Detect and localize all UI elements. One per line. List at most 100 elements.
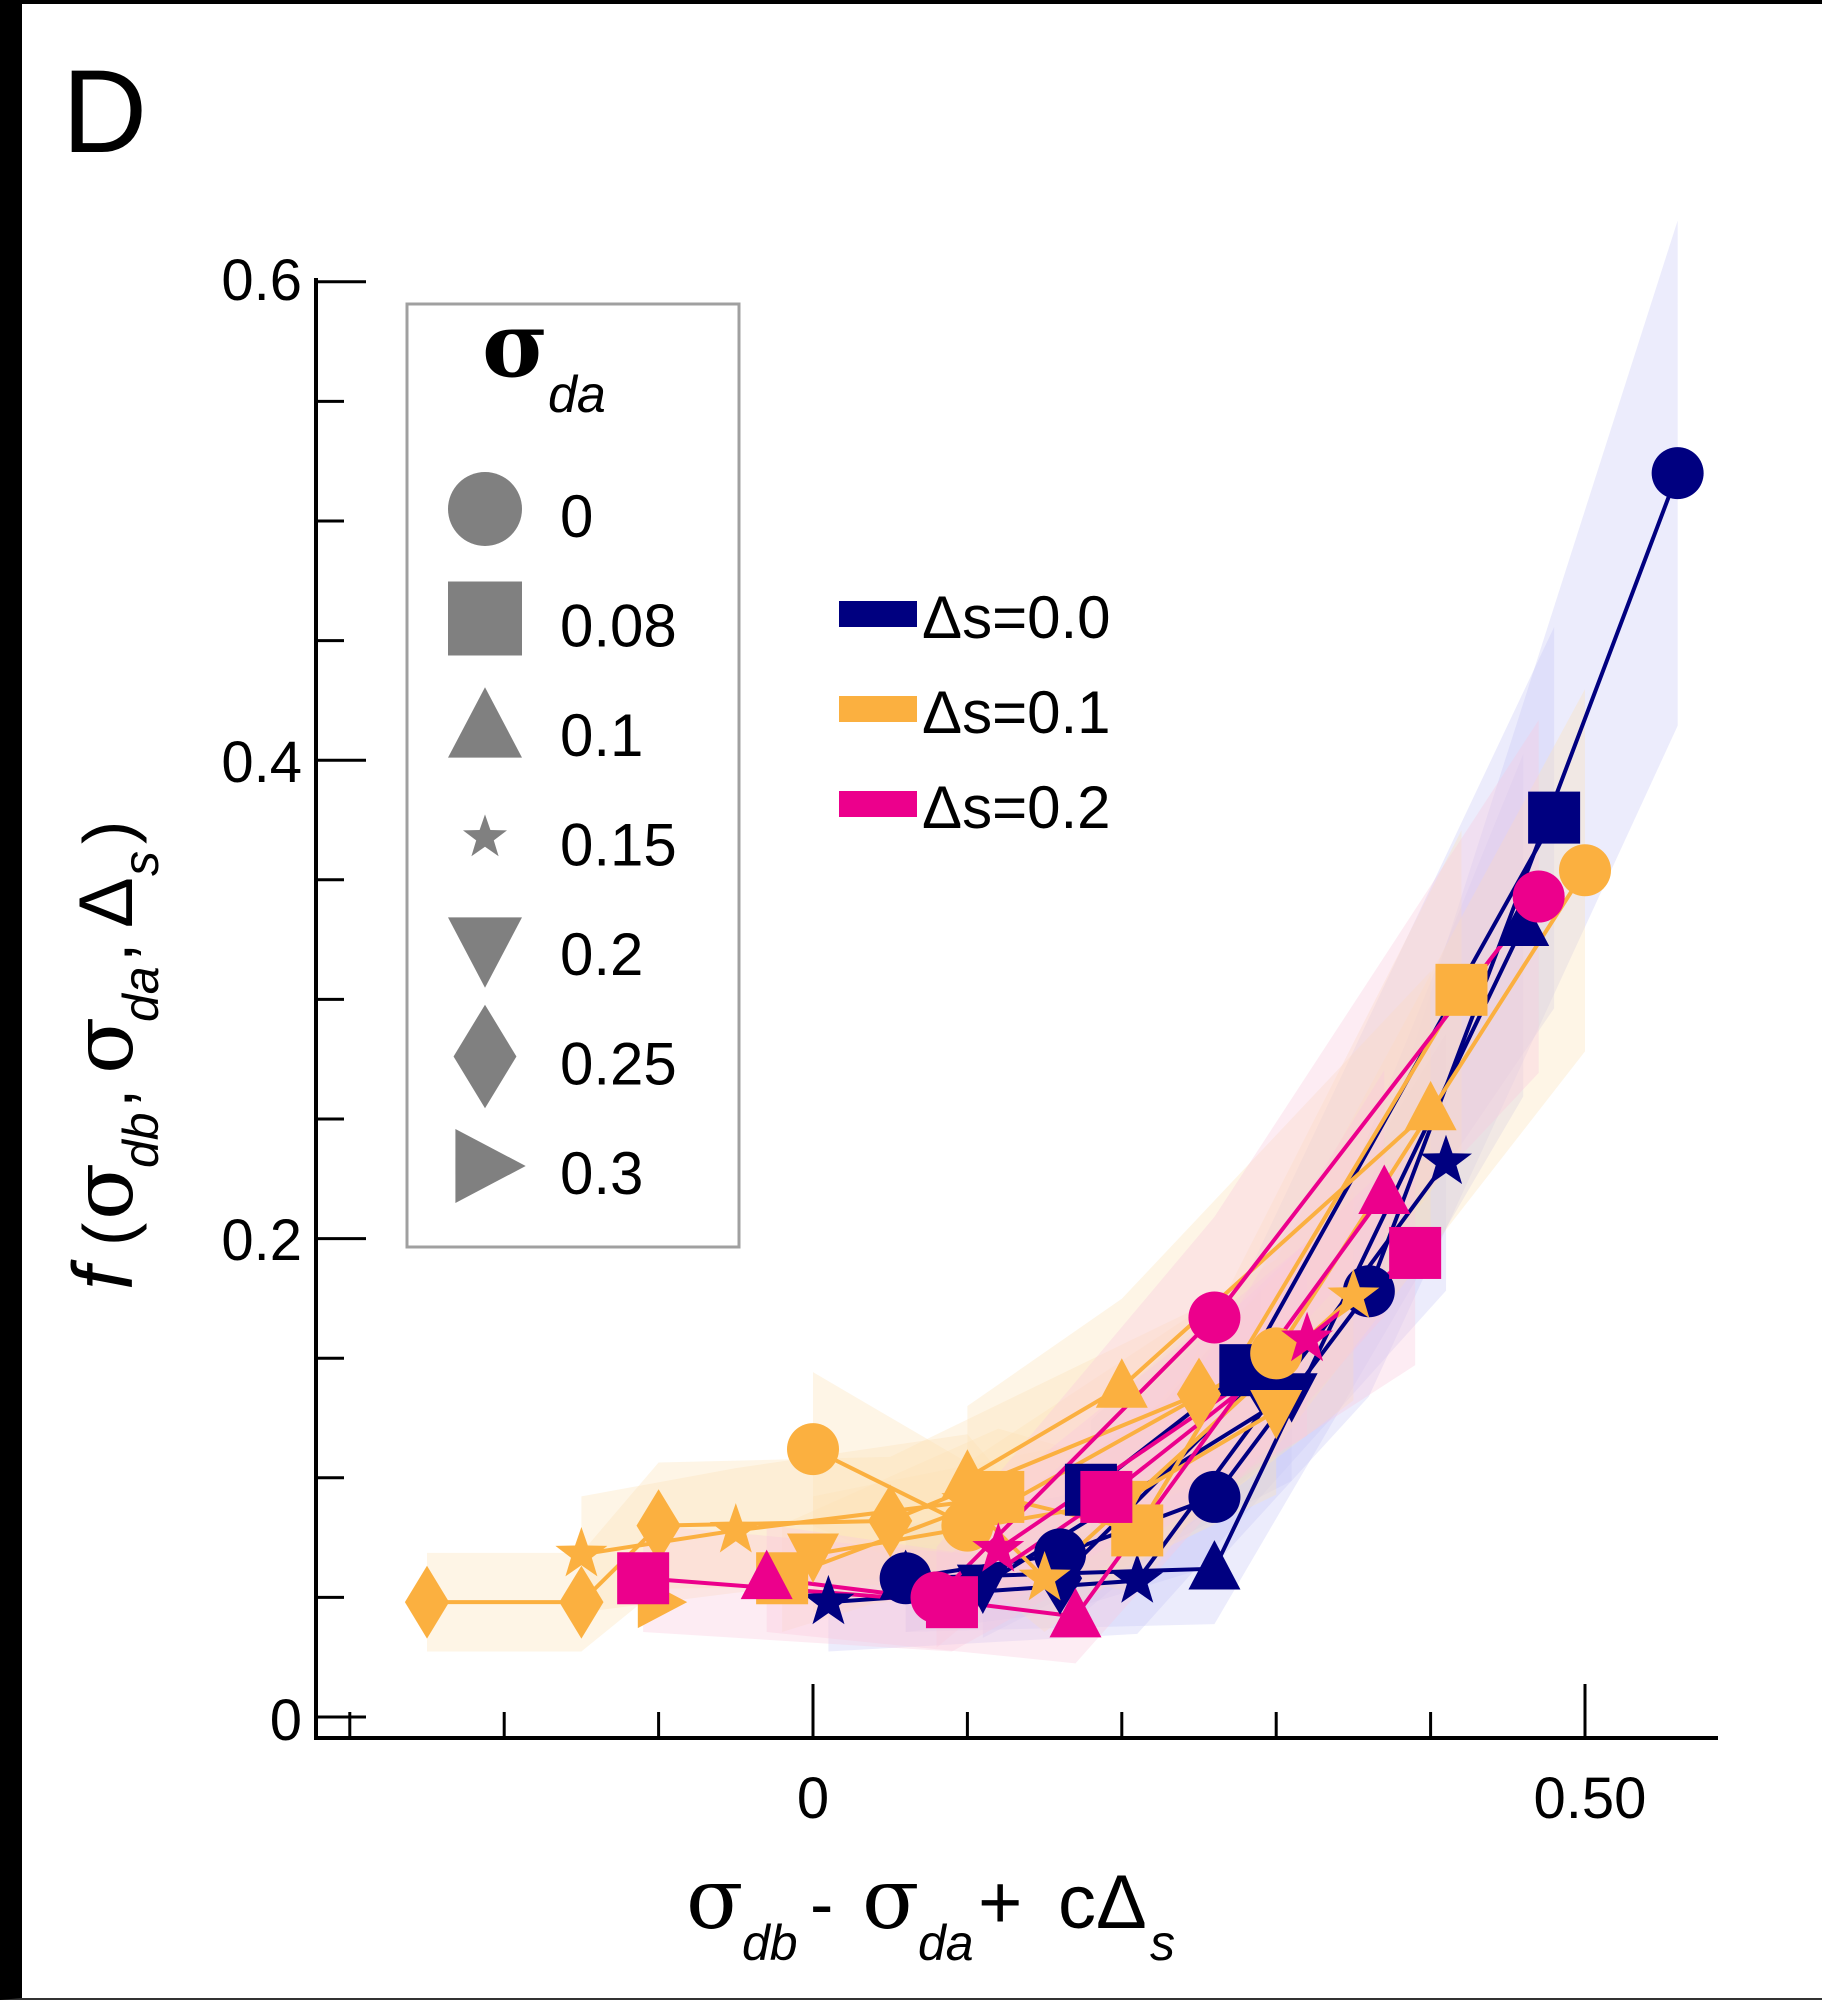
data-point-triangle-down <box>787 1533 839 1583</box>
triangle-right-icon <box>455 1129 526 1203</box>
color-legend-label: Δs=0.2 <box>922 774 1111 841</box>
data-point-diamond <box>559 1565 604 1639</box>
x-axis-label: σ db - σ da + c Δ s <box>686 1850 1175 1971</box>
data-point-circle <box>1250 1327 1303 1380</box>
data-point-circle <box>1188 1291 1241 1344</box>
svg-text:db: db <box>742 1915 798 1971</box>
data-point-triangle-up <box>1049 1587 1102 1638</box>
data-point-diamond <box>1176 1357 1222 1431</box>
y-tick-label-0.6: 0.6 <box>221 248 302 313</box>
color-swatch <box>839 791 917 817</box>
data-point-diamond <box>868 1484 913 1558</box>
data-point-circle <box>787 1423 839 1476</box>
marker-legend-item: 0.15 <box>463 812 677 879</box>
data-point-triangle-up <box>1188 1540 1241 1590</box>
data-point-star <box>941 1474 994 1524</box>
svg-text:s: s <box>113 851 169 876</box>
marker-legend-item: 0.3 <box>455 1129 643 1207</box>
y-tick-label-0.2: 0.2 <box>221 1208 302 1273</box>
data-point-star <box>555 1527 608 1577</box>
data-point-circle <box>1651 447 1704 500</box>
marker-legend-label: 0.2 <box>560 921 643 988</box>
svg-text:db: db <box>113 1112 169 1168</box>
data-markers <box>404 447 1704 1639</box>
star-icon <box>463 814 507 857</box>
svg-text:+: + <box>978 1860 1022 1945</box>
svg-text:f: f <box>56 1259 150 1290</box>
confidence-band <box>1060 1287 1261 1632</box>
data-point-diamond <box>636 1489 681 1563</box>
svg-text:σ: σ <box>686 1850 743 1948</box>
marker-legend-label: 0.3 <box>560 1140 643 1207</box>
marker-legend-item: 0.08 <box>448 581 677 660</box>
svg-text:(: ( <box>69 1223 147 1246</box>
axis-ticks <box>316 280 1587 1738</box>
data-point-triangle-up <box>1095 1358 1148 1408</box>
x-tick-label-0: 0 <box>797 1766 829 1831</box>
marker-legend-item: 0.2 <box>448 917 643 988</box>
marker-legend-label: 0.1 <box>560 702 643 769</box>
data-point-circle <box>1188 1470 1241 1523</box>
triangle-down-icon <box>448 917 522 988</box>
color-legend: Δs=0.0 Δs=0.1 Δs=0.2 <box>839 584 1111 841</box>
y-tick-label-0: 0 <box>270 1688 302 1753</box>
data-point-diamond <box>1238 1340 1283 1414</box>
marker-legend-title: σ <box>482 292 548 398</box>
data-point-triangle-up <box>1497 896 1550 947</box>
data-point-star <box>1018 1551 1071 1601</box>
svg-text:s: s <box>1150 1915 1175 1971</box>
data-point-star <box>709 1503 762 1553</box>
marker-legend-item: 0 <box>448 472 593 550</box>
svg-text:da: da <box>113 966 169 1022</box>
panel-label: D <box>62 46 147 178</box>
data-point-circle <box>1512 870 1565 923</box>
svg-text:Δ: Δ <box>1096 1860 1147 1945</box>
data-point-star <box>1111 1553 1164 1603</box>
data-point-star <box>1327 1268 1380 1319</box>
y-tick-label-0.4: 0.4 <box>221 730 302 795</box>
marker-legend-label: 0.15 <box>560 812 677 879</box>
y-axis-label: f ( σ db , σ da , Δ s ) <box>54 821 169 1290</box>
data-point-star <box>1281 1311 1333 1362</box>
svg-text:da: da <box>918 1915 974 1971</box>
marker-legend-label: 0.08 <box>560 593 677 660</box>
data-point-triangle-up <box>941 1449 994 1499</box>
color-legend-label: Δs=0.1 <box>922 679 1111 746</box>
svg-text:,: , <box>69 943 147 962</box>
diamond-icon <box>453 1004 517 1109</box>
data-point-triangle-down <box>1250 1390 1303 1440</box>
data-point-diamond <box>404 1565 450 1639</box>
x-tick-label-0.50: 0.50 <box>1534 1766 1647 1831</box>
svg-text:): ) <box>69 821 147 844</box>
color-swatch <box>839 601 917 627</box>
data-point-triangle-up <box>1358 1164 1411 1214</box>
marker-legend-title-sub: da <box>548 366 606 424</box>
triangle-up-icon <box>448 687 522 758</box>
data-point-star <box>802 1574 855 1625</box>
data-point-square <box>1080 1470 1133 1523</box>
svg-text:Δ: Δ <box>64 877 149 928</box>
svg-text:σ: σ <box>54 1017 152 1074</box>
marker-legend-label: 0 <box>560 483 593 550</box>
color-legend-item: Δs=0.0 <box>839 584 1111 651</box>
marker-legend-item: 0.1 <box>448 687 643 769</box>
data-point-triangle-up <box>740 1549 793 1600</box>
svg-text:,: , <box>69 1089 147 1108</box>
data-point-star <box>1420 1134 1472 1185</box>
svg-text:σ: σ <box>54 1163 152 1220</box>
color-legend-item: Δs=0.2 <box>839 774 1111 841</box>
circle-icon <box>448 472 522 546</box>
data-point-square <box>1528 791 1581 844</box>
marker-legend-item: 0.25 <box>453 1004 677 1109</box>
square-icon <box>448 581 522 656</box>
color-legend-item: Δs=0.1 <box>839 679 1111 746</box>
color-legend-label: Δs=0.0 <box>922 584 1111 651</box>
marker-legend: σ da 0 0.08 0.1 0.15 0.2 0.25 0.3 <box>405 292 741 1249</box>
data-point-square <box>617 1552 670 1605</box>
confidence-band <box>936 720 1539 1648</box>
data-point-star <box>972 1522 1025 1572</box>
marker-legend-label: 0.25 <box>560 1031 677 1098</box>
color-swatch <box>839 696 917 722</box>
